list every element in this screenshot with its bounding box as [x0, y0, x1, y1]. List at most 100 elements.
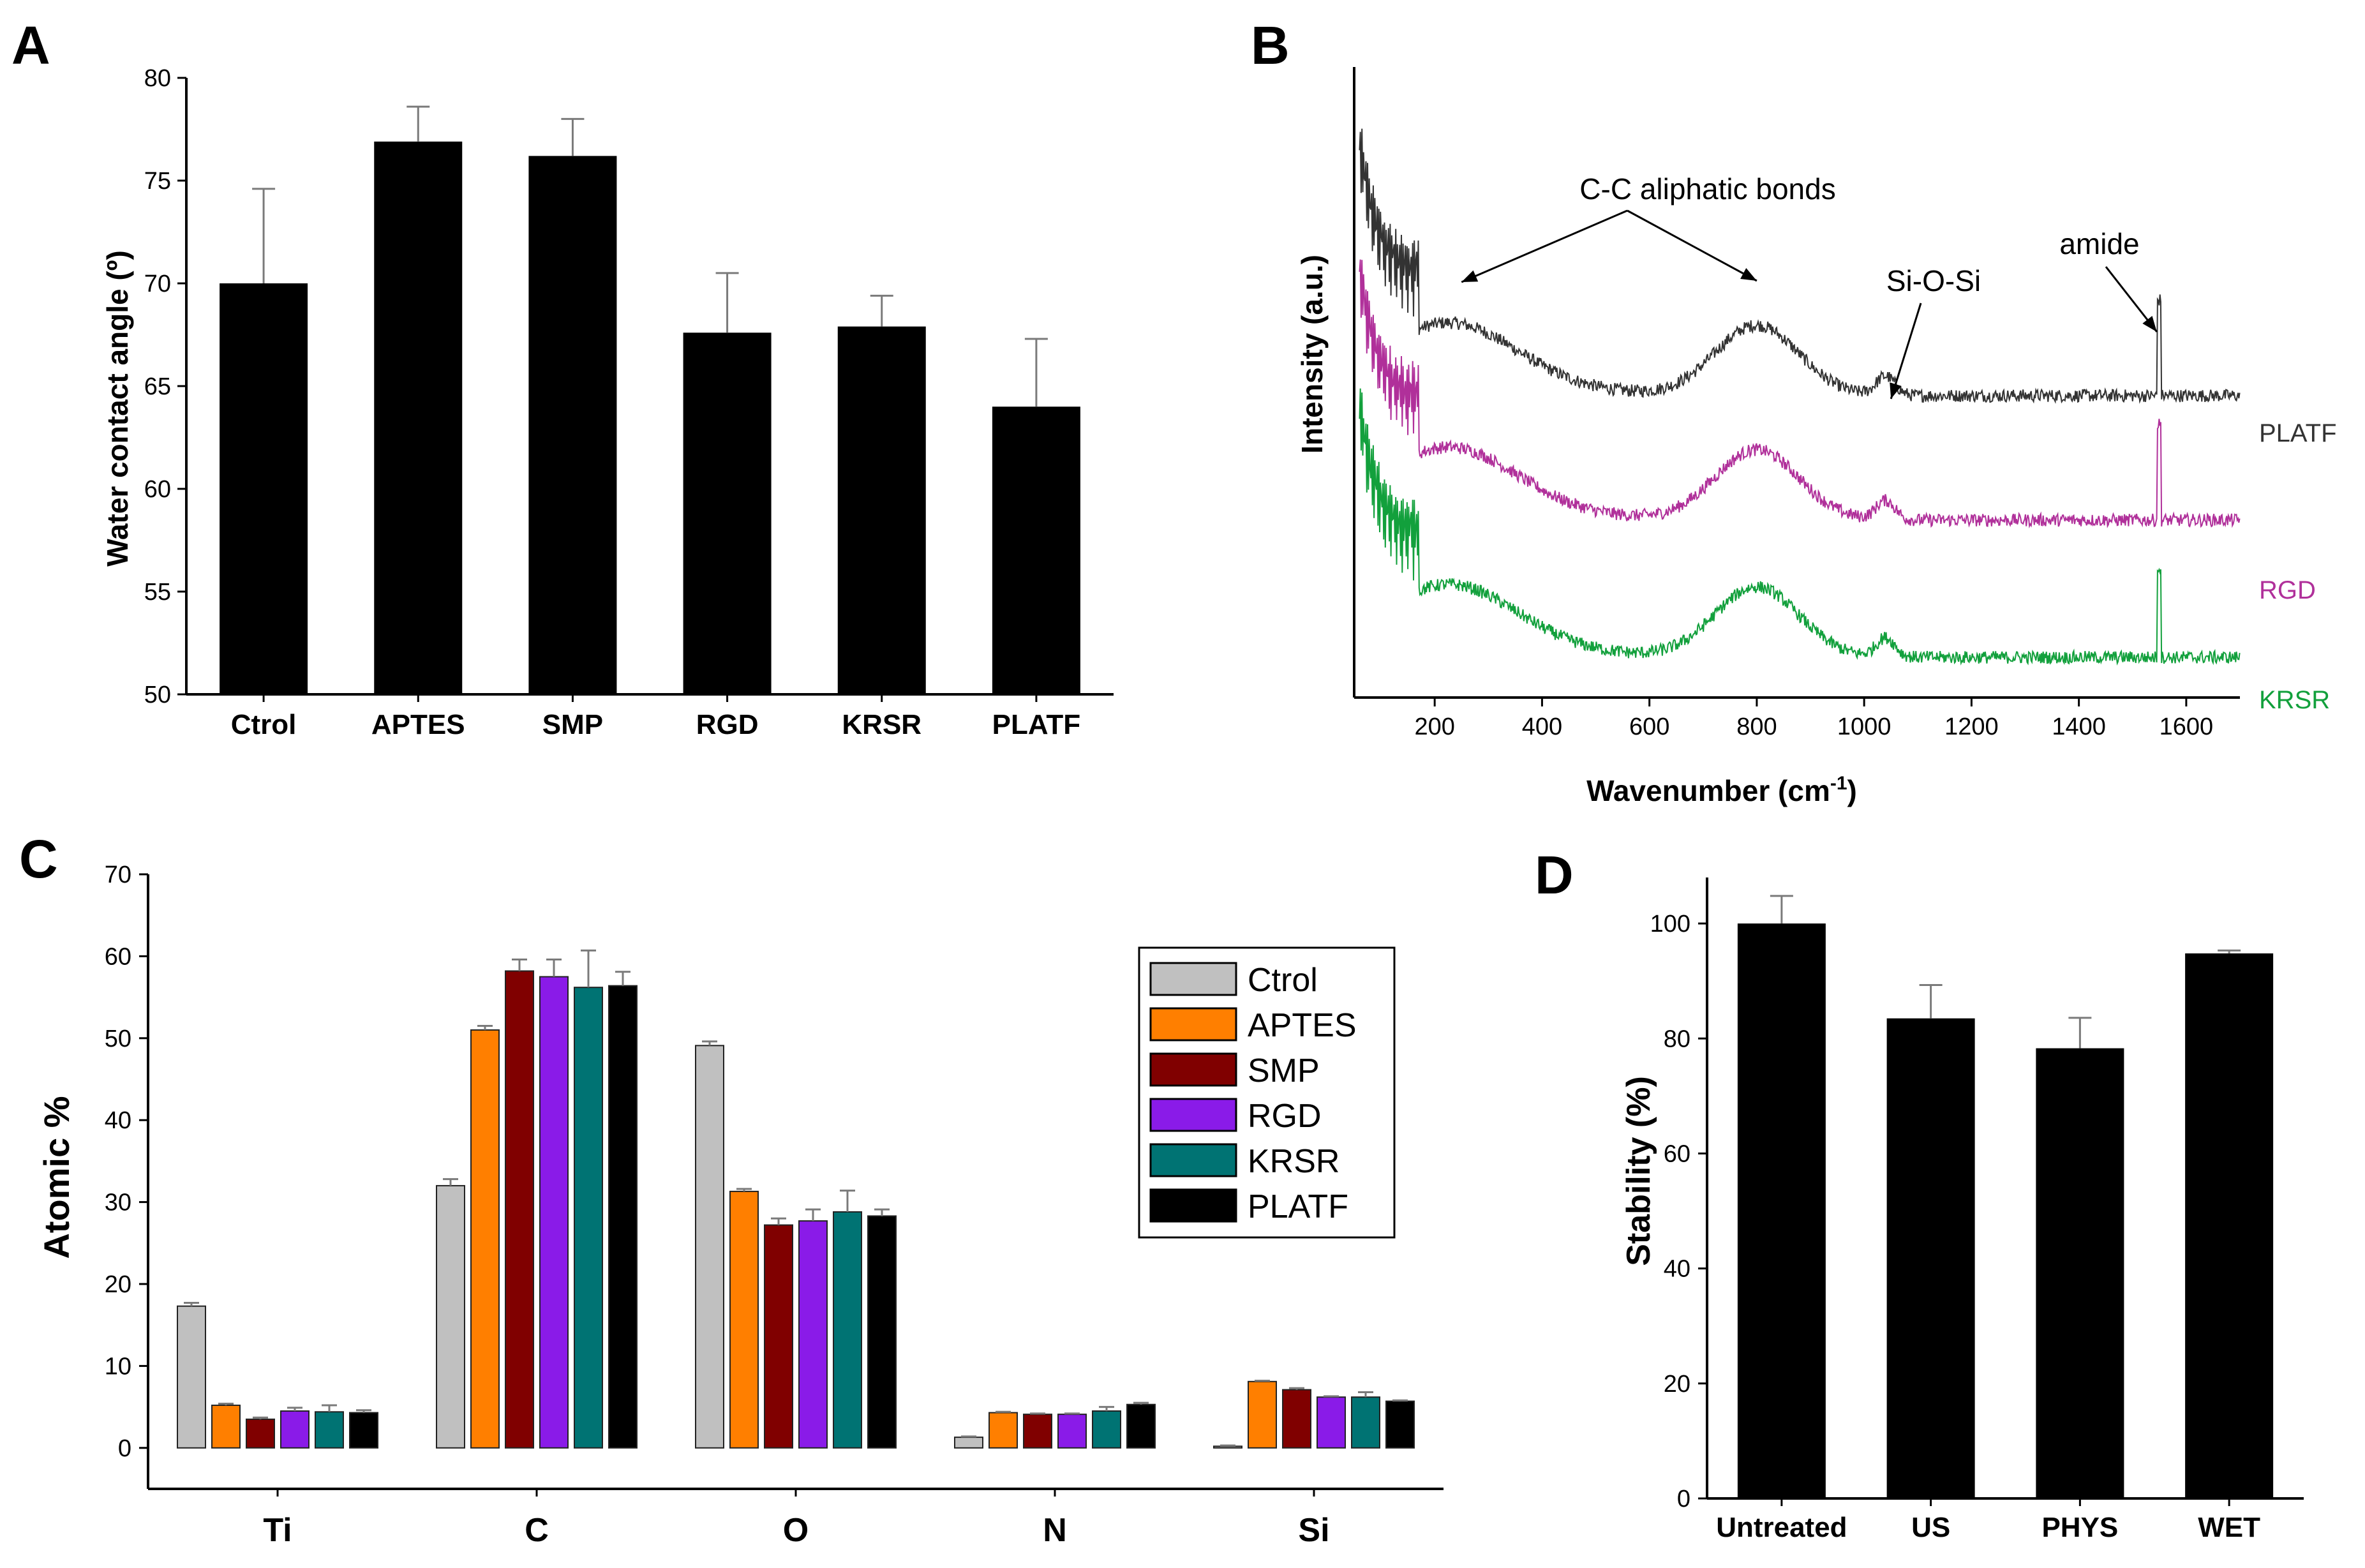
panel-b-y-axis-title: Intensity (a.u.)	[1295, 255, 1329, 454]
spectrum-rgd	[1359, 259, 2241, 529]
panel-c-plot-area: 0 10 20 30 40 50 60 70 Ti C O N Si	[105, 862, 1444, 1549]
annotation-amide: amide	[2059, 227, 2139, 260]
legend-label-rgd: RGD	[1248, 1098, 1322, 1135]
bar-o-aptes	[729, 1190, 759, 1449]
bar-rgd	[683, 332, 772, 694]
bar-c-smp	[505, 970, 534, 1449]
panel-a-letter: A	[11, 15, 50, 75]
legend-swatch-platf	[1149, 1188, 1237, 1223]
bar-krsr	[837, 326, 926, 694]
y-tick-label-60: 60	[144, 476, 171, 503]
legend-swatch-aptes	[1149, 1007, 1237, 1042]
bar-ti-rgd	[280, 1410, 310, 1449]
y-tick-label-0: 0	[1677, 1486, 1690, 1512]
y-tick-label-75: 75	[144, 168, 171, 195]
bar-o-rgd	[798, 1220, 828, 1449]
bar-o-smp	[764, 1224, 793, 1449]
y-tick-label-0: 0	[118, 1435, 131, 1462]
legend-label-platf: PLATF	[1248, 1188, 1348, 1225]
y-tick-label-80: 80	[1664, 1026, 1690, 1052]
y-tick-label-80: 80	[144, 65, 171, 92]
panel-c-letter: C	[19, 829, 58, 889]
x-tick-label-ti: Ti	[263, 1512, 292, 1549]
x-tick-label-phys: PHYS	[2041, 1512, 2118, 1543]
bar-si-ctrol	[1213, 1445, 1242, 1449]
x-tick-label-1200: 1200	[1944, 713, 1999, 740]
legend-label-krsr: KRSR	[1248, 1143, 1339, 1180]
x-tick-label-400: 400	[1522, 713, 1562, 740]
y-tick-label-60: 60	[105, 943, 131, 970]
bar-si-smp	[1282, 1389, 1311, 1449]
legend-label-ctrol: Ctrol	[1248, 962, 1318, 999]
x-tick-label-smp: SMP	[542, 709, 603, 740]
panel-a-plot-area: 50 55 60 65 70 75 80 Ctrol APTES SMP RGD KRSR PLATF	[144, 65, 1114, 740]
y-tick-label-50: 50	[105, 1026, 131, 1052]
x-tick-label-untreated: Untreated	[1716, 1512, 1847, 1543]
bar-o-krsr	[833, 1211, 862, 1449]
annotation-arrow-cc-right-head	[1740, 268, 1757, 281]
y-tick-label-50: 50	[144, 682, 171, 708]
annotation-arrow-cc-left	[1461, 209, 1628, 283]
panel-b-letter: B	[1251, 15, 1290, 75]
annotation-arrow-si-o-si	[1890, 302, 1922, 399]
panel-d-bar-chart: D Stability (%) 0 20 40 60 80 100 Untreated US P…	[1535, 845, 2304, 1543]
y-tick-label-30: 30	[105, 1190, 131, 1216]
y-tick-label-20: 20	[105, 1271, 131, 1298]
bar-si-rgd	[1317, 1396, 1346, 1449]
x-tick-label-1000: 1000	[1837, 713, 1891, 740]
bar-wet	[2185, 953, 2274, 1498]
annotation-arrow-si-o-si-head	[1890, 382, 1902, 399]
bar-c-ctrol	[436, 1184, 465, 1449]
spectrum-label-platf: PLATF	[2259, 419, 2337, 447]
bar-us	[1886, 1018, 1975, 1498]
bar-untreated	[1737, 923, 1826, 1498]
bar-si-krsr	[1351, 1396, 1380, 1449]
annotation-arrow-cc-right	[1627, 209, 1757, 282]
bar-ti-smp	[246, 1418, 275, 1449]
bar-ti-ctrol	[177, 1305, 206, 1449]
bar-o-ctrol	[695, 1045, 724, 1449]
bar-ti-aptes	[211, 1405, 241, 1449]
bar-c-rgd	[539, 976, 569, 1449]
bar-n-aptes	[989, 1412, 1018, 1449]
bar-si-aptes	[1248, 1380, 1277, 1449]
x-tick-label-aptes: APTES	[371, 709, 465, 740]
y-tick-label-60: 60	[1664, 1140, 1690, 1167]
x-tick-label-ctrol: Ctrol	[231, 709, 297, 740]
panel-c-legend: Ctrol APTES SMP RGD KRSR PLATF	[1138, 946, 1396, 1239]
bar-ctrol	[220, 283, 308, 694]
x-tick-label-800: 800	[1736, 713, 1777, 740]
x-tick-label-wet: WET	[2198, 1512, 2260, 1543]
legend-swatch-rgd	[1149, 1098, 1237, 1132]
x-tick-label-1400: 1400	[2052, 713, 2106, 740]
x-tick-label-n: N	[1043, 1512, 1067, 1549]
x-tick-label-200: 200	[1414, 713, 1454, 740]
panel-d-y-axis-title: Stability (%)	[1620, 1076, 1657, 1266]
x-tick-label-c: C	[525, 1512, 549, 1549]
spectrum-krsr	[1359, 388, 2241, 666]
bar-n-ctrol	[954, 1437, 983, 1449]
y-tick-label-70: 70	[105, 862, 131, 888]
panel-d-letter: D	[1535, 845, 1574, 905]
y-tick-label-20: 20	[1664, 1371, 1690, 1398]
annotation-arrow-cc-left-head	[1461, 270, 1479, 282]
bar-phys	[2036, 1048, 2124, 1498]
x-tick-label-600: 600	[1629, 713, 1669, 740]
y-tick-label-65: 65	[144, 373, 171, 400]
y-tick-label-100: 100	[1650, 911, 1690, 937]
annotation-cc-aliphatic-bonds: C-C aliphatic bonds	[1579, 172, 1835, 205]
panel-d-plot-area: 0 20 40 60 80 100 Untreated US PHYS WET	[1650, 877, 2304, 1543]
panel-c-y-axis-title: Atomic %	[36, 1096, 77, 1258]
bar-aptes	[374, 141, 463, 694]
panel-a-y-axis-title: Water contact angle (º)	[101, 250, 134, 567]
x-tick-label-platf: PLATF	[992, 709, 1081, 740]
y-tick-label-40: 40	[1664, 1256, 1690, 1283]
bar-o-platf	[867, 1215, 897, 1449]
bar-n-krsr	[1092, 1410, 1121, 1449]
y-tick-label-40: 40	[105, 1107, 131, 1134]
legend-label-aptes: APTES	[1248, 1007, 1357, 1044]
panel-b-spectra-chart: B Intensity (a.u.) Wavenumber (cm-1) C-C…	[1251, 15, 2337, 807]
bar-c-krsr	[574, 987, 603, 1449]
bar-ti-krsr	[315, 1411, 344, 1449]
